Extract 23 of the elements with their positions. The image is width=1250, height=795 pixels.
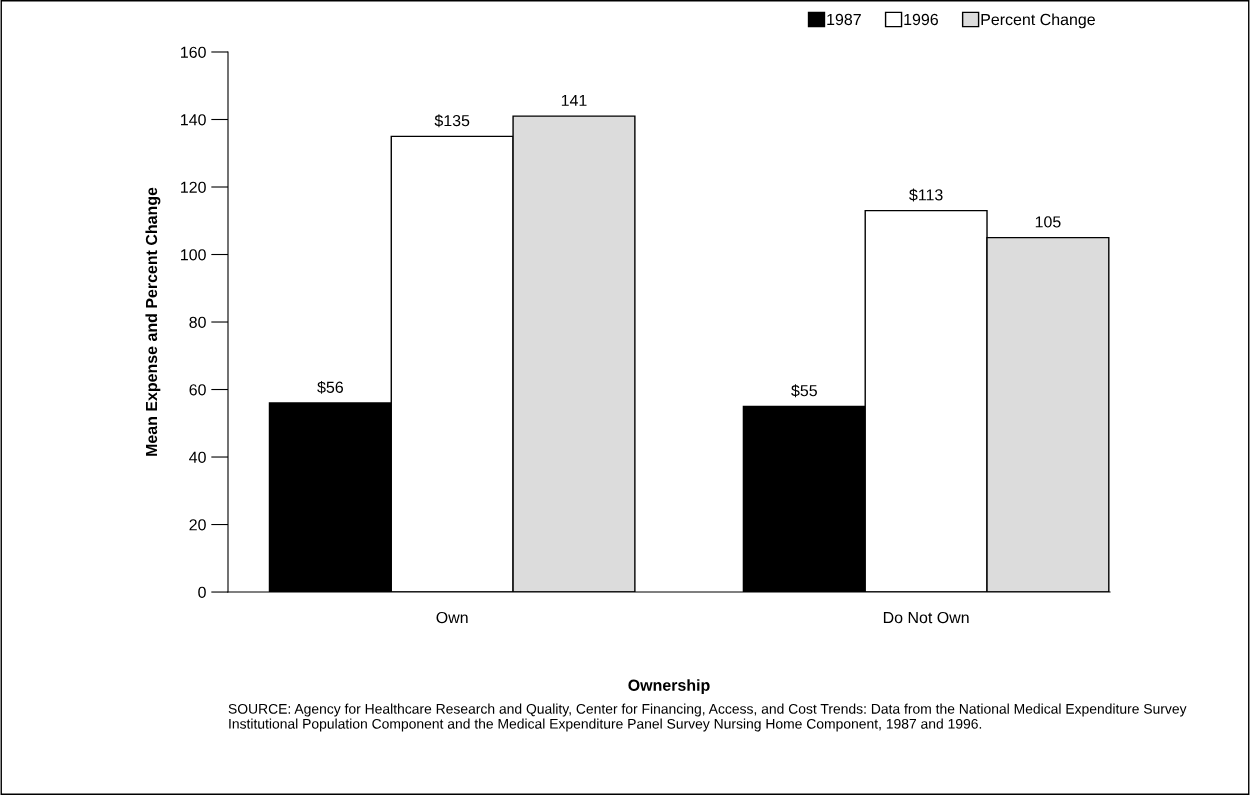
legend-label: Percent Change <box>981 13 1095 29</box>
data-label: 105 <box>1035 216 1061 228</box>
y-tick-label: 80 <box>189 316 206 328</box>
y-tick-label: 0 <box>198 586 206 598</box>
legend-label: 1996 <box>904 13 938 26</box>
y-tick-label: 20 <box>189 519 206 531</box>
y-tick-label: 40 <box>189 451 206 463</box>
legend-label: 1987 <box>827 13 861 26</box>
y-axis-title: Mean Expense and Percent Change <box>145 187 161 456</box>
y-tick-label: 60 <box>189 384 206 396</box>
x-tick-label: Own <box>436 611 468 624</box>
y-tick-label: 120 <box>181 181 206 193</box>
data-label: $135 <box>434 114 470 128</box>
x-axis-title: Ownership <box>628 679 710 695</box>
y-tick-label: 140 <box>181 114 206 126</box>
source-note: SOURCE: Agency for Healthcare Research and Quality, Center for Financing, Access, and Cost Trends: Data from the National Medical Expenditure Survey Institutional Population Component and the Medical Expenditure Panel Survey Nursing Home Component, 1987 and 1996. <box>228 703 1187 732</box>
y-tick-label: 160 <box>181 46 206 58</box>
y-tick-label: 100 <box>181 249 206 261</box>
data-label: $56 <box>317 380 343 394</box>
data-label: $113 <box>909 188 943 202</box>
data-label: $55 <box>791 384 817 398</box>
x-tick-label: Do Not Own <box>883 611 969 624</box>
data-label: 141 <box>561 94 587 106</box>
